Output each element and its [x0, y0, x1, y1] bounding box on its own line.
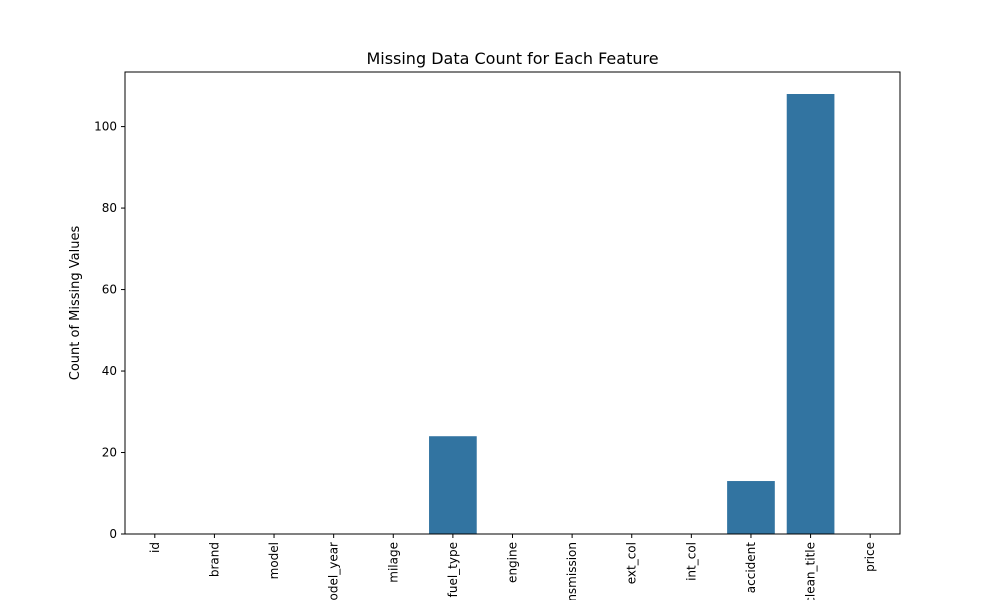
x-tick-label: price: [863, 542, 877, 572]
x-tick-label: int_col: [684, 542, 698, 581]
y-tick-label: 80: [102, 201, 117, 215]
x-tick-label: brand: [207, 542, 221, 577]
chart-title: Missing Data Count for Each Feature: [366, 49, 658, 68]
plot-area: 0 20 40 60 80 100 id brand model model_year milage…: [94, 71, 901, 600]
x-tick-label: fuel_type: [446, 542, 460, 597]
x-tick-label: model_year: [327, 542, 341, 600]
y-tick-label: 100: [94, 120, 117, 134]
x-tick-label: id: [148, 542, 162, 553]
bar-clean_title: [786, 94, 835, 534]
y-tick-label: 0: [109, 527, 117, 541]
x-tick-label: model: [267, 542, 281, 579]
x-tick-label: ext_col: [625, 542, 639, 584]
x-tick-label: engine: [506, 542, 520, 583]
y-tick-label: 40: [102, 364, 117, 378]
y-tick-label: 60: [102, 283, 117, 297]
x-tick-label: transmission: [565, 542, 579, 600]
x-tick-label: clean_title: [804, 542, 818, 600]
x-tick-label: accident: [744, 542, 758, 593]
y-tick-label: 20: [102, 446, 117, 460]
bar-fuel_type: [429, 436, 477, 534]
axes-frame: [124, 71, 901, 535]
x-tick-label: milage: [386, 542, 400, 583]
y-axis-label: Count of Missing Values: [68, 226, 83, 381]
bar-accident: [727, 481, 775, 534]
